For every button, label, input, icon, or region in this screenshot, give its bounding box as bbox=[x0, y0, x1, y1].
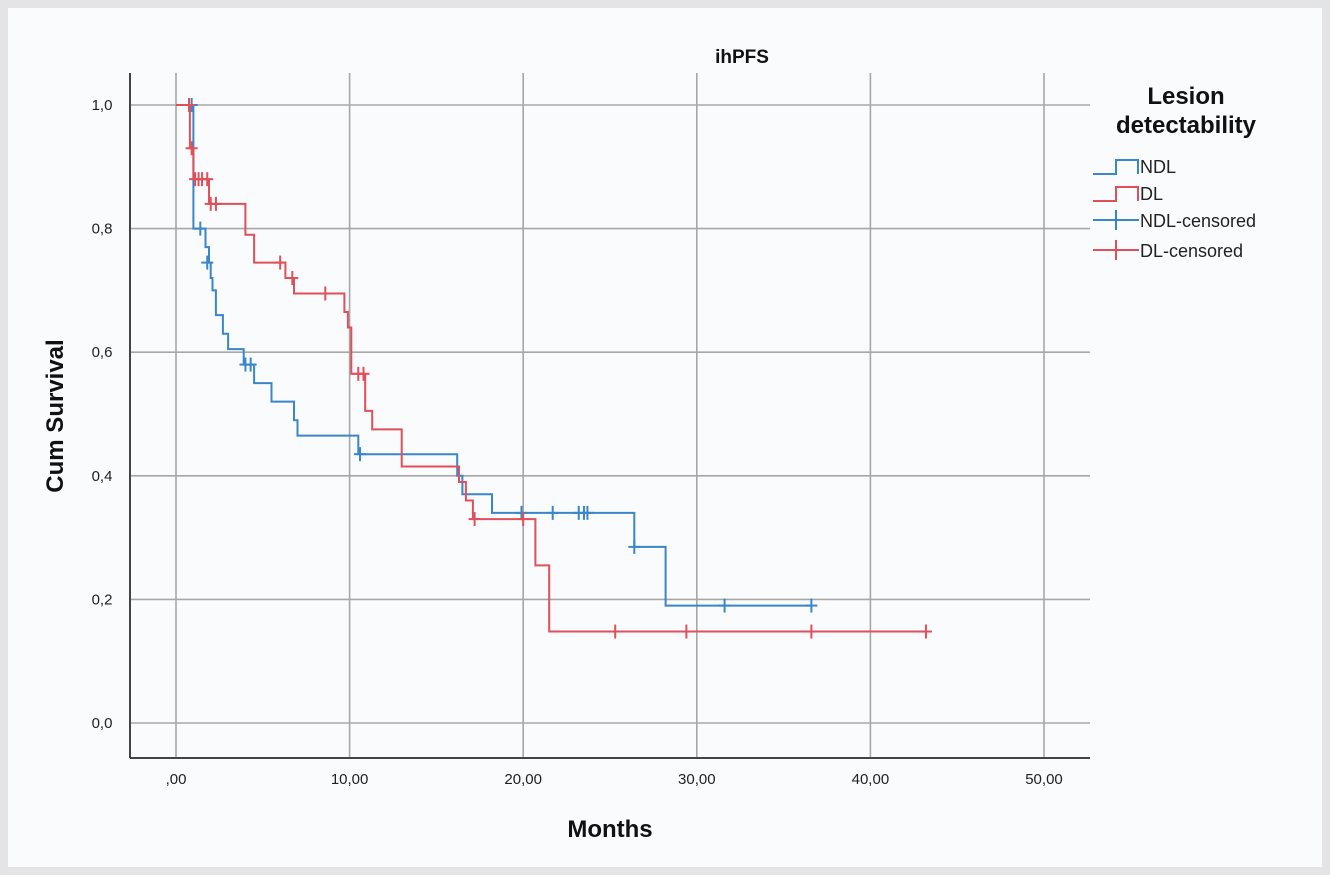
legend-entry-dl-censored-label: DL-censored bbox=[1140, 241, 1243, 261]
legend-entry-ndl-label: NDL bbox=[1140, 157, 1176, 177]
legend-entry-dl-swatch bbox=[1093, 186, 1139, 202]
y-tick-label: 0,8 bbox=[92, 221, 113, 238]
axes bbox=[129, 73, 1090, 759]
x-tick-label: 20,00 bbox=[504, 771, 542, 788]
y-axis-title: Cum Survival bbox=[42, 339, 69, 492]
survival-chart: ,00 10,00 20,00 30,00 40,00 50,00 0,00,20,40,… bbox=[42, 47, 1257, 843]
y-tick-labels: 0,0 0,2 0,4 0,6 0,8 1,0 bbox=[92, 97, 113, 732]
chart-title: ihPFS bbox=[715, 47, 769, 68]
legend-title-line1: Lesion bbox=[1147, 83, 1224, 110]
x-tick-label: ,00 bbox=[166, 771, 187, 788]
legend: Lesion detectability NDL DL NDL-censored DL… bbox=[1093, 83, 1257, 261]
legend-entry-ndl-swatch bbox=[1093, 159, 1139, 175]
legend-entry-ndl-censored-label: NDL-censored bbox=[1140, 211, 1256, 231]
y-tick-label: 0,0 bbox=[92, 715, 113, 732]
x-tick-label: 50,00 bbox=[1025, 771, 1063, 788]
grid bbox=[130, 73, 1090, 758]
y-tick-label: 0,6 bbox=[92, 344, 113, 361]
dl-survival-line bbox=[176, 104, 926, 633]
legend-title-line2: detectability bbox=[1116, 112, 1257, 139]
y-tick-label: 0,4 bbox=[92, 468, 113, 485]
x-axis-title: Months bbox=[567, 816, 652, 843]
ndl-survival-line bbox=[176, 104, 812, 607]
y-tick-label: 0,2 bbox=[92, 591, 113, 608]
series-group bbox=[176, 98, 932, 639]
legend-entry-dl-label: DL bbox=[1140, 184, 1163, 204]
legend-entries: NDL DL NDL-censored DL-censored bbox=[1093, 157, 1256, 261]
x-tick-label: 30,00 bbox=[678, 771, 716, 788]
x-tick-label: 10,00 bbox=[331, 771, 369, 788]
y-tick-label: 1,0 bbox=[92, 97, 113, 114]
x-tick-labels: ,00 10,00 20,00 30,00 40,00 50,00 bbox=[166, 771, 1063, 788]
chart-frame: ,00 10,00 20,00 30,00 40,00 50,00 0,0 0,2 0,4 0,… bbox=[8, 8, 1322, 867]
x-tick-label: 40,00 bbox=[852, 771, 890, 788]
